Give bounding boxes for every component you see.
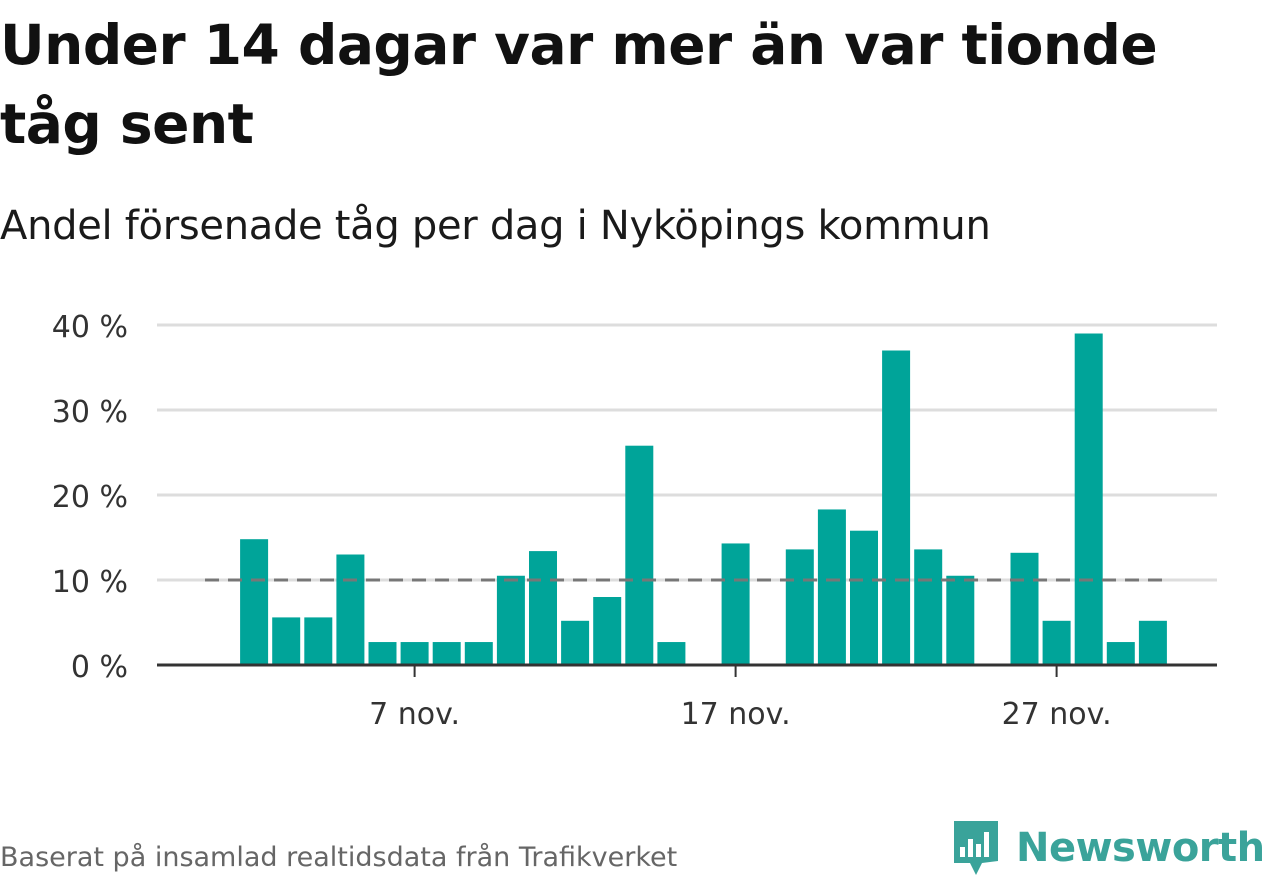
x-tick-label: 7 nov. — [369, 697, 460, 732]
bar — [432, 642, 461, 665]
bar — [561, 620, 590, 665]
x-tick-labels: 7 nov. 17 nov. 27 nov. — [369, 697, 1112, 732]
bar — [1074, 333, 1103, 665]
bar — [1106, 642, 1135, 665]
bar — [529, 551, 557, 665]
bars — [240, 333, 1167, 665]
bar — [785, 549, 814, 665]
bar — [1042, 620, 1071, 665]
bar — [593, 597, 622, 665]
bar — [657, 642, 686, 665]
bar — [946, 575, 975, 665]
y-tick-label: 20 % — [52, 480, 128, 515]
bar — [817, 509, 846, 665]
bar — [336, 554, 365, 665]
x-tick-label: 17 nov. — [681, 697, 791, 732]
bar — [464, 642, 493, 665]
chart-title: Under 14 dagar var mer än var tionde tåg… — [0, 13, 1158, 156]
bar — [1138, 620, 1167, 665]
bar — [850, 530, 878, 665]
y-tick-labels: 0 % 10 % 20 % 30 % 40 % — [52, 310, 128, 685]
y-tick-label: 10 % — [52, 565, 128, 600]
chart-subtitle: Andel försenade tåg per dag i Nyköpings … — [0, 203, 991, 249]
y-tick-label: 40 % — [52, 310, 128, 345]
y-tick-label: 30 % — [52, 395, 128, 430]
brand[interactable]: Newsworthy — [950, 817, 1262, 879]
bar — [368, 642, 397, 665]
x-tick-label: 27 nov. — [1002, 697, 1112, 732]
bar — [625, 445, 654, 665]
bar — [914, 549, 943, 665]
bar — [1010, 552, 1039, 665]
newsworthy-logo-icon — [954, 821, 998, 875]
bar — [882, 350, 911, 665]
gridlines — [157, 323, 1217, 582]
x-axis — [157, 663, 1217, 677]
bar — [304, 617, 333, 665]
bar — [721, 543, 750, 665]
brand-name: Newsworthy — [1016, 825, 1262, 871]
bar — [400, 642, 429, 665]
bar — [272, 617, 301, 665]
source-note: Baserat på insamlad realtidsdata från Tr… — [0, 842, 678, 873]
y-tick-label: 0 % — [71, 650, 128, 685]
bar — [240, 539, 269, 665]
bar — [496, 575, 525, 665]
